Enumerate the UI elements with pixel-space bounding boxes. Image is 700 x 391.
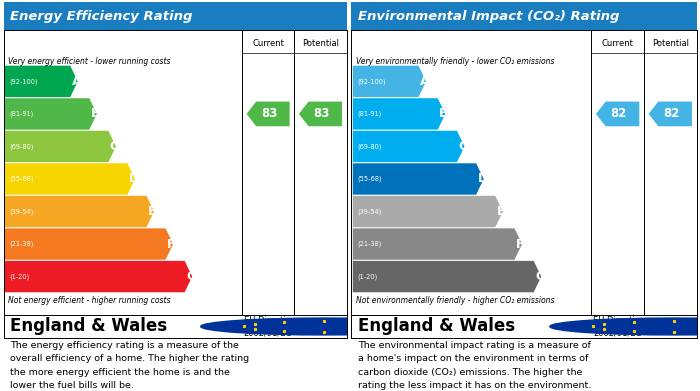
Text: (81-91): (81-91) xyxy=(357,111,382,117)
Polygon shape xyxy=(353,131,465,162)
Text: G: G xyxy=(186,270,196,283)
Text: A: A xyxy=(420,75,430,88)
Text: 82: 82 xyxy=(663,108,680,120)
Polygon shape xyxy=(5,66,78,97)
Text: (55-68): (55-68) xyxy=(357,176,382,182)
Text: F: F xyxy=(167,238,176,251)
Text: G: G xyxy=(535,270,545,283)
Polygon shape xyxy=(649,102,692,126)
Text: (1-20): (1-20) xyxy=(357,273,377,280)
Polygon shape xyxy=(5,131,116,162)
Polygon shape xyxy=(5,196,154,227)
Text: 82: 82 xyxy=(610,108,627,120)
Text: E: E xyxy=(497,205,505,218)
Text: (69-80): (69-80) xyxy=(9,143,34,150)
Text: 83: 83 xyxy=(261,108,277,120)
Polygon shape xyxy=(596,102,639,126)
Polygon shape xyxy=(5,98,97,129)
Text: 83: 83 xyxy=(314,108,330,120)
Polygon shape xyxy=(353,196,503,227)
Polygon shape xyxy=(5,228,173,260)
Text: Very environmentally friendly - lower CO₂ emissions: Very environmentally friendly - lower CO… xyxy=(356,57,554,66)
Text: Current: Current xyxy=(252,39,284,48)
Polygon shape xyxy=(353,261,541,292)
Text: F: F xyxy=(516,238,524,251)
Text: Potential: Potential xyxy=(302,39,339,48)
Text: (69-80): (69-80) xyxy=(357,143,382,150)
Text: EU Directive
2002/91/EC: EU Directive 2002/91/EC xyxy=(244,316,295,337)
Text: (1-20): (1-20) xyxy=(9,273,29,280)
Text: (92-100): (92-100) xyxy=(9,78,38,84)
Polygon shape xyxy=(353,228,522,260)
Text: Not energy efficient - higher running costs: Not energy efficient - higher running co… xyxy=(8,296,170,305)
Text: Potential: Potential xyxy=(652,39,689,48)
Polygon shape xyxy=(5,261,193,292)
Polygon shape xyxy=(299,102,342,126)
Text: C: C xyxy=(110,140,119,153)
Polygon shape xyxy=(246,102,290,126)
Circle shape xyxy=(550,318,700,335)
Text: (55-68): (55-68) xyxy=(9,176,34,182)
Text: D: D xyxy=(477,172,488,185)
Text: Very energy efficient - lower running costs: Very energy efficient - lower running co… xyxy=(8,57,170,66)
Text: E: E xyxy=(148,205,156,218)
Text: (21-38): (21-38) xyxy=(9,241,34,247)
Polygon shape xyxy=(353,163,484,195)
Text: Energy Efficiency Rating: Energy Efficiency Rating xyxy=(10,9,193,23)
Text: (39-54): (39-54) xyxy=(357,208,382,215)
Circle shape xyxy=(201,318,448,335)
Text: B: B xyxy=(91,108,100,120)
Polygon shape xyxy=(5,163,135,195)
Text: (39-54): (39-54) xyxy=(9,208,34,215)
Text: A: A xyxy=(71,75,81,88)
Text: The energy efficiency rating is a measure of the
overall efficiency of a home. T: The energy efficiency rating is a measur… xyxy=(10,341,248,390)
Polygon shape xyxy=(353,66,426,97)
Text: (81-91): (81-91) xyxy=(9,111,33,117)
Text: Environmental Impact (CO₂) Rating: Environmental Impact (CO₂) Rating xyxy=(358,9,619,23)
Text: Current: Current xyxy=(602,39,634,48)
Text: C: C xyxy=(458,140,468,153)
Text: (21-38): (21-38) xyxy=(357,241,382,247)
Text: England & Wales: England & Wales xyxy=(10,317,167,335)
Text: The environmental impact rating is a measure of
a home's impact on the environme: The environmental impact rating is a mea… xyxy=(358,341,591,390)
Text: D: D xyxy=(129,172,139,185)
Text: England & Wales: England & Wales xyxy=(358,317,514,335)
Text: EU Directive
2002/91/EC: EU Directive 2002/91/EC xyxy=(593,316,645,337)
Text: (92-100): (92-100) xyxy=(357,78,386,84)
Text: Not environmentally friendly - higher CO₂ emissions: Not environmentally friendly - higher CO… xyxy=(356,296,554,305)
Polygon shape xyxy=(353,98,445,129)
Text: B: B xyxy=(439,108,449,120)
